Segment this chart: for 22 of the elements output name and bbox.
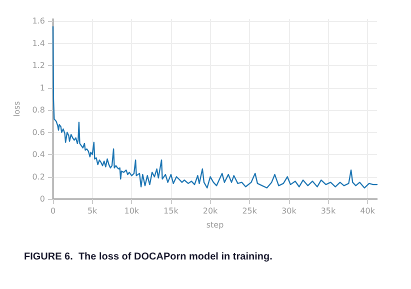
y-tick-label: 1.4	[32, 38, 45, 48]
y-axis-title: loss	[12, 101, 22, 117]
y-tick-label: 1.6	[32, 16, 45, 26]
y-tick-label: 0.6	[32, 128, 45, 137]
y-tick-label: 0.2	[32, 172, 45, 182]
y-tick-label: 0	[40, 194, 45, 204]
caption: FIGURE 6. The loss of DOCAPorn model in training.	[24, 252, 273, 262]
x-tick-label: 20k	[202, 206, 218, 216]
y-tick-label: 0.8	[32, 106, 45, 115]
line-series	[52, 26, 378, 188]
x-axis-title: step	[206, 220, 224, 230]
x-tick-label: 30k	[282, 206, 297, 216]
x-tick-label: 15k	[164, 206, 179, 216]
y-tick-label: 1.2	[32, 61, 45, 70]
x-tick-label: 10k	[124, 206, 140, 216]
x-tick-label: 35k	[320, 206, 336, 216]
x-tick-label: 40k	[360, 206, 376, 216]
y-tick-label: 0.4	[32, 150, 45, 160]
x-tick-label: 25k	[242, 206, 258, 216]
x-tick-label: 0	[50, 206, 56, 216]
y-tick-label: 1	[40, 83, 45, 92]
x-tick-label: 5k	[87, 206, 98, 216]
